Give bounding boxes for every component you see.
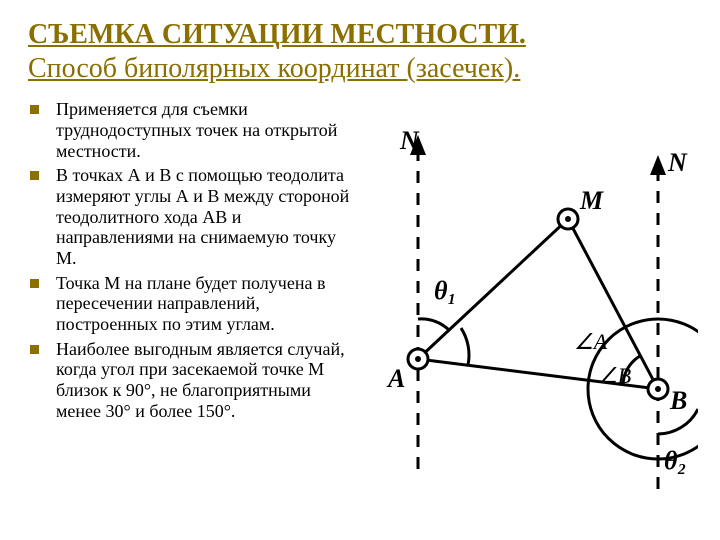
label-angle-a: ∠A <box>574 329 608 354</box>
bullet-icon <box>30 345 39 354</box>
title-line-1: СЪЕМКА СИТУАЦИИ МЕСТНОСТИ. <box>28 19 526 50</box>
bullet-icon <box>30 171 39 180</box>
label-a: A <box>386 364 405 393</box>
text-column: Применяется для съемки труднодоступных т… <box>28 99 358 425</box>
label-theta2: θ₂ <box>664 446 687 475</box>
bullet-text: Наиболее выгодным является случай, когда… <box>56 339 345 421</box>
arc-angle-a <box>461 328 469 365</box>
label-n-left: N <box>399 126 420 155</box>
point-m-inner <box>565 216 571 222</box>
arrow-head-right <box>650 155 666 175</box>
bullet-icon <box>30 279 39 288</box>
list-item: В точках А и В с помощью теодолита измер… <box>28 165 358 268</box>
bullet-text: Применяется для съемки труднодоступных т… <box>56 99 337 160</box>
point-a-inner <box>415 356 421 362</box>
bullet-icon <box>30 105 39 114</box>
list-item: Применяется для съемки труднодоступных т… <box>28 99 358 161</box>
bullet-text: Точка М на плане будет получена в пересе… <box>56 273 325 334</box>
slide-body: Применяется для съемки труднодоступных т… <box>28 99 692 425</box>
arc-theta1 <box>418 319 450 331</box>
label-m: M <box>579 186 604 215</box>
diagram-column: N N M A B θ₁ θ₂ ∠A ∠B <box>358 99 692 425</box>
bipolar-diagram: N N M A B θ₁ θ₂ ∠A ∠B <box>358 99 698 519</box>
bullet-text: В точках А и В с помощью теодолита измер… <box>56 165 349 268</box>
label-theta1: θ₁ <box>434 276 457 305</box>
list-item: Наиболее выгодным является случай, когда… <box>28 339 358 422</box>
title-line-2: Способ биполярных координат (засечек). <box>28 53 520 84</box>
slide-title: СЪЕМКА СИТУАЦИИ МЕСТНОСТИ. Способ биполя… <box>28 18 692 85</box>
label-n-right: N <box>667 148 688 177</box>
label-b: B <box>669 386 687 415</box>
list-item: Точка М на плане будет получена в пересе… <box>28 273 358 335</box>
slide: СЪЕМКА СИТУАЦИИ МЕСТНОСТИ. Способ биполя… <box>0 0 720 540</box>
label-angle-b: ∠B <box>598 363 631 388</box>
point-b-inner <box>655 386 661 392</box>
bullet-list: Применяется для съемки труднодоступных т… <box>28 99 358 421</box>
